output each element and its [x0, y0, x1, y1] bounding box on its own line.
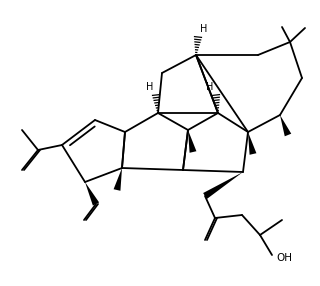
Polygon shape	[280, 115, 291, 136]
Text: H: H	[146, 82, 154, 92]
Polygon shape	[248, 132, 256, 155]
Polygon shape	[85, 182, 99, 206]
Text: H: H	[200, 24, 208, 34]
Text: H: H	[206, 82, 214, 92]
Text: OH: OH	[276, 253, 292, 263]
Polygon shape	[114, 168, 122, 191]
Polygon shape	[203, 172, 243, 199]
Polygon shape	[188, 130, 196, 153]
